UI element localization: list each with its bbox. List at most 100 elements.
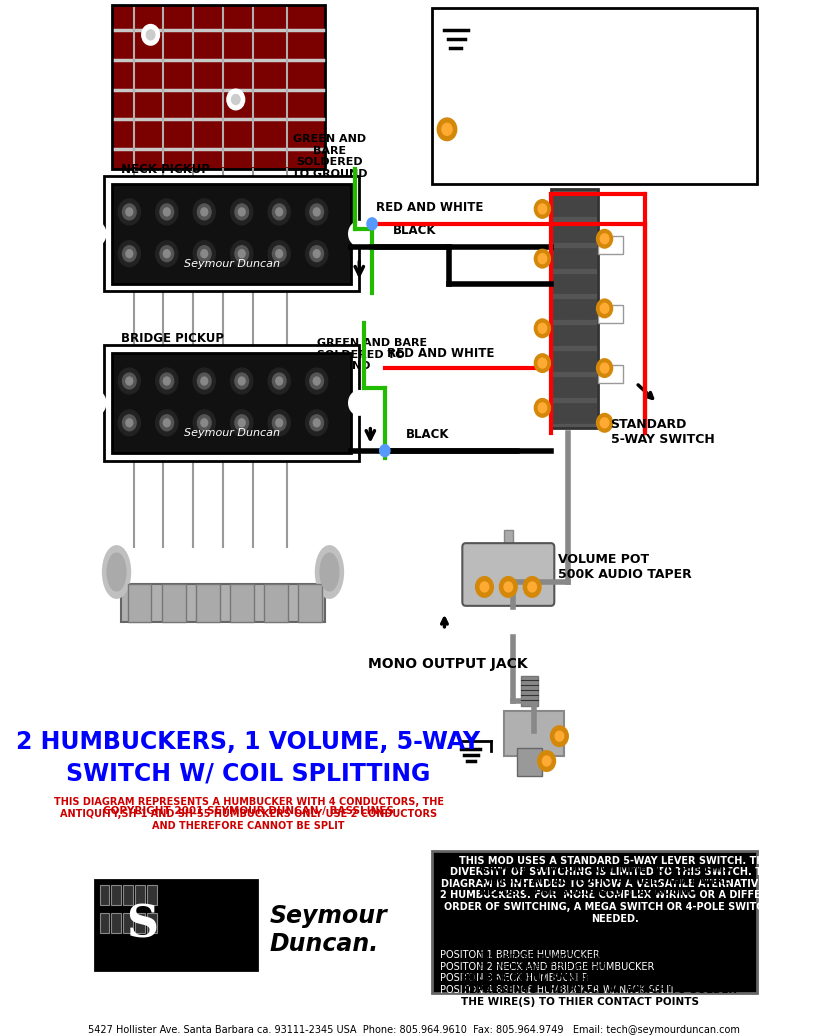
Circle shape <box>238 419 245 427</box>
Bar <box>99 913 109 933</box>
Circle shape <box>197 204 211 220</box>
Circle shape <box>600 304 609 313</box>
Circle shape <box>500 577 517 597</box>
Circle shape <box>163 208 170 215</box>
Circle shape <box>227 89 244 110</box>
Text: (Ground
points are usually soldered to the back of the volume or
tone pots or to: (Ground points are usually soldered to t… <box>478 921 745 971</box>
Circle shape <box>276 377 283 385</box>
Circle shape <box>201 419 208 427</box>
Bar <box>432 8 757 184</box>
Circle shape <box>91 229 99 238</box>
Bar <box>120 584 325 622</box>
Circle shape <box>201 377 208 385</box>
Bar <box>551 189 598 428</box>
Text: THIS MOD USES A STANDARD 5-WAY LEVER SWITCH. THE
DIVERSITY OF SWITCHING IS LIMIT: THIS MOD USES A STANDARD 5-WAY LEVER SWI… <box>440 856 790 923</box>
Text: RED AND WHITE: RED AND WHITE <box>376 201 484 213</box>
Circle shape <box>355 229 364 238</box>
Bar <box>553 299 596 319</box>
Circle shape <box>118 240 140 266</box>
Bar <box>553 351 596 371</box>
Text: THIS DIAGRAM REPRESENTS A HUMBUCKER WITH 4 CONDUCTORS, THE
ANTIQUITY,SH-1 AND SH: THIS DIAGRAM REPRESENTS A HUMBUCKER WITH… <box>53 798 444 831</box>
Circle shape <box>193 410 215 436</box>
Circle shape <box>235 246 248 262</box>
Ellipse shape <box>103 546 130 598</box>
Circle shape <box>193 199 215 225</box>
Circle shape <box>276 208 283 215</box>
Bar <box>104 176 360 291</box>
Circle shape <box>535 354 550 372</box>
Circle shape <box>156 410 178 436</box>
Bar <box>432 851 757 992</box>
Bar <box>135 886 145 905</box>
Bar <box>95 881 257 970</box>
Bar <box>264 584 287 622</box>
Circle shape <box>476 577 493 597</box>
Circle shape <box>85 391 106 414</box>
Text: Seymour Duncan: Seymour Duncan <box>183 428 279 438</box>
Text: GREEN AND
BARE
SOLDERED
TO GROUND: GREEN AND BARE SOLDERED TO GROUND <box>292 135 367 179</box>
Bar <box>553 377 596 397</box>
Text: BRIDGE PICKUP: BRIDGE PICKUP <box>120 333 224 345</box>
Bar <box>553 248 596 267</box>
Circle shape <box>538 204 546 213</box>
Bar <box>598 306 623 323</box>
Circle shape <box>538 254 546 263</box>
Text: POSITON 1 BRIDGE HUMBUCKER
POSITON 2 NECK AND BRIDGE HUMBUCKER
POSITON 3 NECK HU: POSITON 1 BRIDGE HUMBUCKER POSITON 2 NEC… <box>440 950 675 1006</box>
Circle shape <box>268 368 290 394</box>
Circle shape <box>600 363 609 373</box>
Circle shape <box>367 218 378 230</box>
Bar <box>553 222 596 241</box>
Circle shape <box>231 199 253 225</box>
Circle shape <box>118 368 140 394</box>
Circle shape <box>538 358 546 368</box>
Circle shape <box>355 398 364 408</box>
Circle shape <box>160 246 174 262</box>
Circle shape <box>142 25 159 45</box>
Text: SOLDER POINT SYMBOL; THIS SYMBOL
REPRESENTS THE PLACE AT WHICH TO SOLDER
THE WIR: SOLDER POINT SYMBOL; THIS SYMBOL REPRESE… <box>461 974 737 1007</box>
Circle shape <box>273 246 286 262</box>
Text: VOLUME POT
500K AUDIO TAPER: VOLUME POT 500K AUDIO TAPER <box>558 553 691 581</box>
Circle shape <box>273 414 286 431</box>
Circle shape <box>156 368 178 394</box>
Circle shape <box>201 208 208 215</box>
Bar <box>598 365 623 383</box>
Bar <box>112 184 351 284</box>
Circle shape <box>163 377 170 385</box>
Bar <box>553 196 596 215</box>
Circle shape <box>314 419 320 427</box>
Text: STANDARD
5-WAY SWITCH: STANDARD 5-WAY SWITCH <box>610 418 714 445</box>
Circle shape <box>123 204 136 220</box>
Bar <box>111 886 120 905</box>
Circle shape <box>305 410 328 436</box>
Circle shape <box>118 410 140 436</box>
Text: GROUND SYMBOL; ANY TIME YOU SEE THIS
SYMBOL ATTACHED TO A WIRE, THAT WIRE
NEEDS : GROUND SYMBOL; ANY TIME YOU SEE THIS SYM… <box>478 864 731 897</box>
Circle shape <box>156 199 178 225</box>
Circle shape <box>231 240 253 266</box>
Bar <box>112 353 351 453</box>
Bar <box>598 236 623 254</box>
Circle shape <box>349 391 369 414</box>
Circle shape <box>380 444 390 457</box>
Circle shape <box>147 30 155 39</box>
Circle shape <box>273 204 286 220</box>
Circle shape <box>197 373 211 388</box>
Text: NECK PICKUP: NECK PICKUP <box>120 163 210 176</box>
Circle shape <box>310 414 324 431</box>
Text: Seymour
Duncan.: Seymour Duncan. <box>269 904 387 956</box>
Circle shape <box>231 368 253 394</box>
Bar <box>135 913 145 933</box>
Bar <box>124 913 133 933</box>
Circle shape <box>238 250 245 258</box>
Circle shape <box>163 419 170 427</box>
Text: Seymour Duncan: Seymour Duncan <box>183 259 279 268</box>
FancyBboxPatch shape <box>504 712 563 756</box>
Circle shape <box>118 199 140 225</box>
Bar <box>124 886 133 905</box>
Circle shape <box>273 373 286 388</box>
Bar <box>111 913 120 933</box>
Circle shape <box>314 250 320 258</box>
Text: COPYRIGHT 2001 SEYMOUR DUNCAN / BASSLINES: COPYRIGHT 2001 SEYMOUR DUNCAN / BASSLINE… <box>103 806 394 815</box>
Circle shape <box>535 200 550 218</box>
Circle shape <box>235 373 248 388</box>
Bar <box>128 584 152 622</box>
